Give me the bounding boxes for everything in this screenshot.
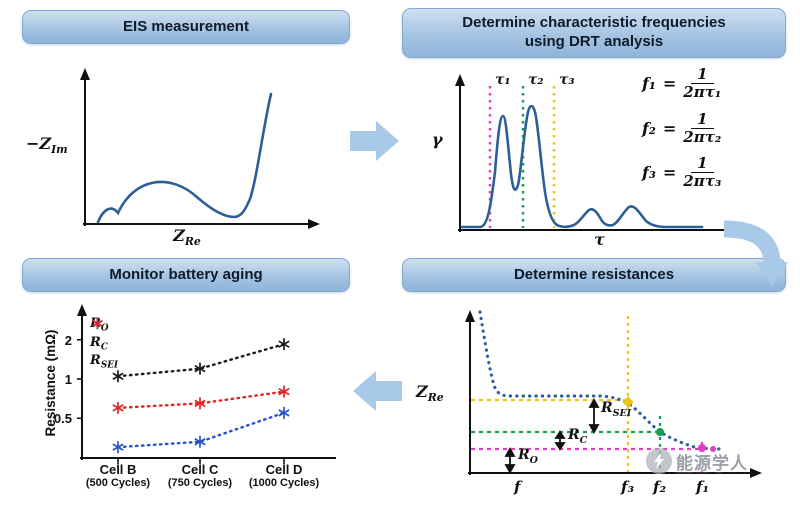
svg-text:2: 2	[65, 333, 72, 348]
nyquist-curve	[96, 92, 273, 224]
svg-text:1: 1	[65, 372, 72, 387]
svg-text:0.5: 0.5	[54, 411, 72, 426]
y-axis-arrowhead	[80, 68, 90, 80]
formula-f2: f₂ = 1 2πτ₂	[642, 110, 722, 147]
tau3-label: τ₃	[559, 72, 575, 88]
lightning-icon	[646, 448, 672, 474]
f2-label: f₂	[653, 478, 667, 496]
formula-f1-denominator: 2πτ₁	[683, 83, 722, 102]
eis-x-axis-label: ZRe	[173, 226, 201, 249]
f3-label: f₃	[621, 478, 635, 496]
panel-drt: Determine characteristic frequencies usi…	[402, 8, 786, 250]
rc-label: RC	[568, 427, 588, 446]
x-axis-arrowhead	[750, 468, 762, 478]
tau2-label: τ₂	[528, 72, 544, 88]
panel-drt-title-line2: using DRT analysis	[524, 33, 664, 50]
legend-item-rc: RC	[90, 317, 118, 352]
formula-f3-numerator: 1	[691, 154, 714, 174]
panel-aging: Monitor battery aging 2 1 0.5 Resistance (…	[22, 258, 350, 511]
drt-x-axis-label: τ	[594, 230, 605, 249]
zre-vs-f-dotted-curve	[478, 310, 722, 451]
flow-arrow-curved-down-icon	[723, 220, 788, 286]
watermark: 能源学人	[646, 448, 748, 474]
y-axis-arrowhead	[455, 74, 465, 86]
resistances-y-axis-label: ZRe	[416, 382, 444, 405]
category-cell-b: Cell B (500 Cycles)	[85, 462, 151, 489]
formula-f2-lhs: f₂	[642, 118, 656, 138]
ro-span-arrow	[504, 447, 516, 474]
equals-sign: =	[662, 74, 677, 94]
resistances-x-axis-label: f	[514, 478, 521, 496]
category-cell-d: Cell D (1000 Cycles)	[248, 462, 320, 489]
panel-eis-title: EIS measurement	[123, 17, 249, 35]
eis-nyquist-svg	[80, 68, 320, 229]
y-axis-arrowhead	[77, 304, 87, 316]
rsei-span-arrow	[588, 398, 600, 434]
formula-f1-lhs: f₁	[642, 74, 656, 94]
f1-curve-marker-2	[710, 446, 716, 452]
ro-label: RO	[518, 447, 538, 466]
f1-label: f₁	[696, 478, 710, 496]
formula-f2-denominator: 2πτ₂	[683, 127, 722, 146]
y-axis-arrowhead	[465, 310, 475, 322]
asterisk-marker-icon	[92, 317, 103, 330]
formula-f1-numerator: 1	[691, 65, 714, 85]
tau1-label: τ₁	[495, 72, 511, 88]
y-tick-group: 210.5	[54, 333, 82, 426]
formula-f1: f₁ = 1 2πτ₁	[642, 65, 722, 102]
drt-plot: τ₁ τ₂ τ₃ γ τ f₁ = 1 2πτ₁ f₂ = 1 2πτ₂ f₃ =	[402, 64, 786, 250]
aging-legend: RO RC RSEI	[90, 316, 118, 371]
rsei-label: RSEI	[601, 400, 632, 419]
watermark-text: 能源学人	[676, 453, 748, 473]
eis-y-axis-label: −ZIm	[26, 134, 68, 157]
flow-arrow-left-icon	[353, 371, 402, 411]
panel-drt-title-line1: Determine characteristic frequencies	[462, 14, 726, 32]
legend-item-rsei: RSEI	[90, 317, 118, 371]
panel-eis-header: EIS measurement	[22, 10, 350, 44]
formula-f3-denominator: 2πτ₃	[683, 172, 722, 191]
rc-span-arrow	[554, 430, 566, 451]
flow-arrow-right-icon	[350, 121, 399, 161]
aging-plot: 2 1 0.5 Resistance (mΩ) RO RC RSEI	[22, 298, 350, 511]
aging-svg: 210.5	[54, 304, 336, 464]
panel-drt-header: Determine characteristic frequencies usi…	[402, 8, 786, 58]
panel-eis: EIS measurement −ZIm ZRe	[22, 10, 350, 250]
drt-formulas: f₁ = 1 2πτ₁ f₂ = 1 2πτ₂ f₃ = 1 2πτ₃	[642, 65, 722, 191]
f1-curve-marker	[698, 444, 706, 452]
panel-resistances-title: Determine resistances	[513, 265, 675, 283]
formula-f2-numerator: 1	[691, 110, 714, 129]
formula-f3: f₃ = 1 2πτ₃	[642, 154, 722, 191]
drt-curve	[460, 104, 704, 229]
aging-y-axis-label: Resistance (mΩ)	[43, 329, 58, 437]
equals-sign: =	[662, 118, 677, 138]
x-axis-arrowhead	[308, 219, 320, 229]
equals-sign: =	[662, 163, 677, 183]
panel-aging-header: Monitor battery aging	[22, 258, 350, 292]
panel-aging-title: Monitor battery aging	[109, 265, 263, 283]
category-cell-c: Cell C (750 Cycles)	[167, 462, 233, 489]
f2-curve-marker	[656, 428, 664, 436]
eis-nyquist-plot: −ZIm ZRe	[22, 50, 350, 248]
aging-series-group	[112, 338, 290, 454]
panel-resistances-header: Determine resistances	[402, 258, 786, 292]
drt-y-axis-label: γ	[432, 130, 443, 149]
formula-f3-lhs: f₃	[642, 163, 656, 183]
